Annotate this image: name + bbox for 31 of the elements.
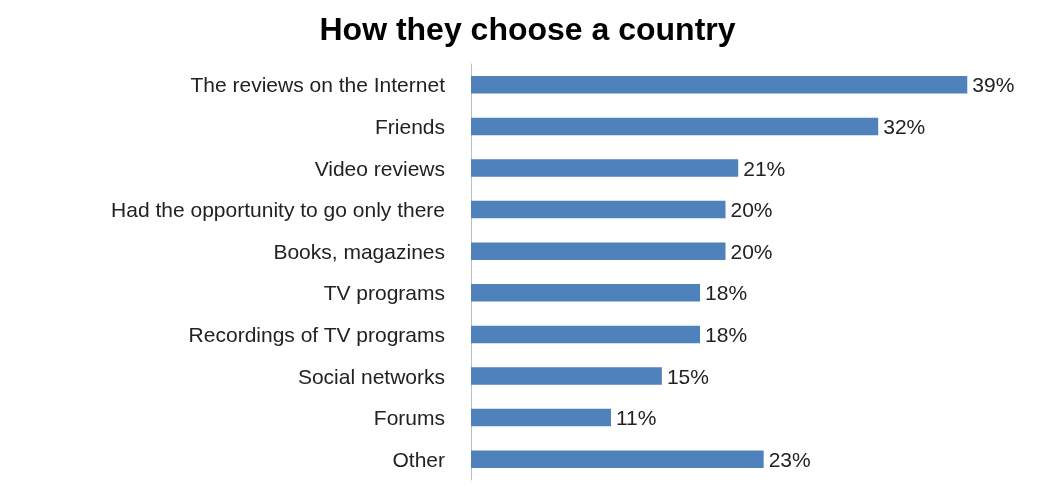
y-tick-label: Other xyxy=(392,447,445,471)
data-label: 15% xyxy=(666,364,709,388)
bar xyxy=(471,450,764,468)
bar xyxy=(471,159,739,177)
data-label: 20% xyxy=(730,198,773,222)
data-label: 18% xyxy=(705,281,748,305)
data-label: 23% xyxy=(768,447,811,471)
y-tick-label: The reviews on the Internet xyxy=(190,73,446,97)
data-label: 21% xyxy=(743,156,786,180)
y-tick-label: Social networks xyxy=(297,364,445,388)
bar xyxy=(471,284,701,302)
data-label: 18% xyxy=(705,322,748,346)
data-label: 39% xyxy=(972,73,1015,97)
y-tick-label: Recordings of TV programs xyxy=(188,322,445,346)
data-label: 32% xyxy=(883,114,926,138)
y-tick-label: TV programs xyxy=(323,281,445,305)
y-tick-label: Video reviews xyxy=(314,156,445,180)
y-tick-label: Forums xyxy=(373,406,445,430)
bar xyxy=(471,117,879,136)
data-label: 20% xyxy=(730,239,773,263)
bar xyxy=(471,76,968,94)
bar xyxy=(471,367,662,385)
y-tick-label: Friends xyxy=(374,114,445,138)
bar xyxy=(471,325,701,344)
bar xyxy=(471,200,726,219)
bar xyxy=(471,408,611,427)
y-tick-label: Books, magazines xyxy=(273,239,445,263)
chart-title: How they choose a country xyxy=(319,11,736,47)
y-tick-label: Had the opportunity to go only there xyxy=(111,198,445,222)
data-label: 11% xyxy=(615,406,657,430)
bar xyxy=(471,242,726,260)
